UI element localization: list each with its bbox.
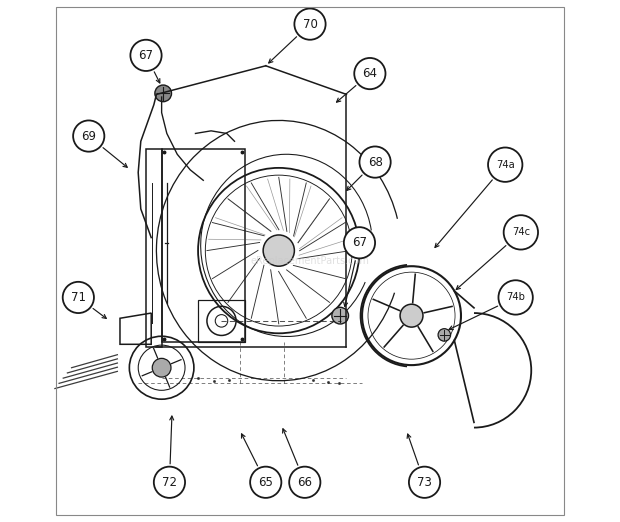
Circle shape — [498, 280, 533, 315]
Circle shape — [130, 40, 162, 71]
Circle shape — [154, 467, 185, 498]
Circle shape — [503, 215, 538, 250]
Text: 70: 70 — [303, 18, 317, 31]
Text: 74b: 74b — [506, 292, 525, 302]
Text: 67: 67 — [352, 236, 367, 250]
Circle shape — [344, 227, 375, 258]
Circle shape — [73, 121, 104, 152]
Circle shape — [332, 307, 348, 324]
Text: eReplacementParts.com: eReplacementParts.com — [250, 256, 370, 266]
Text: 74c: 74c — [512, 228, 530, 238]
Circle shape — [250, 467, 281, 498]
Circle shape — [289, 467, 321, 498]
Text: 68: 68 — [368, 156, 383, 169]
Circle shape — [153, 359, 171, 377]
Circle shape — [294, 8, 326, 40]
Text: 73: 73 — [417, 476, 432, 489]
Circle shape — [400, 304, 423, 327]
Text: 65: 65 — [259, 476, 273, 489]
Circle shape — [409, 467, 440, 498]
Text: 72: 72 — [162, 476, 177, 489]
Text: 71: 71 — [71, 291, 86, 304]
Text: 67: 67 — [138, 49, 154, 62]
Text: 64: 64 — [362, 67, 378, 80]
Circle shape — [438, 329, 451, 341]
Circle shape — [155, 85, 172, 102]
Text: 66: 66 — [298, 476, 312, 489]
Circle shape — [354, 58, 386, 89]
Circle shape — [263, 235, 294, 266]
Text: 74a: 74a — [496, 160, 515, 170]
Circle shape — [63, 282, 94, 313]
Circle shape — [360, 147, 391, 177]
Circle shape — [488, 148, 523, 182]
Text: 69: 69 — [81, 129, 96, 143]
